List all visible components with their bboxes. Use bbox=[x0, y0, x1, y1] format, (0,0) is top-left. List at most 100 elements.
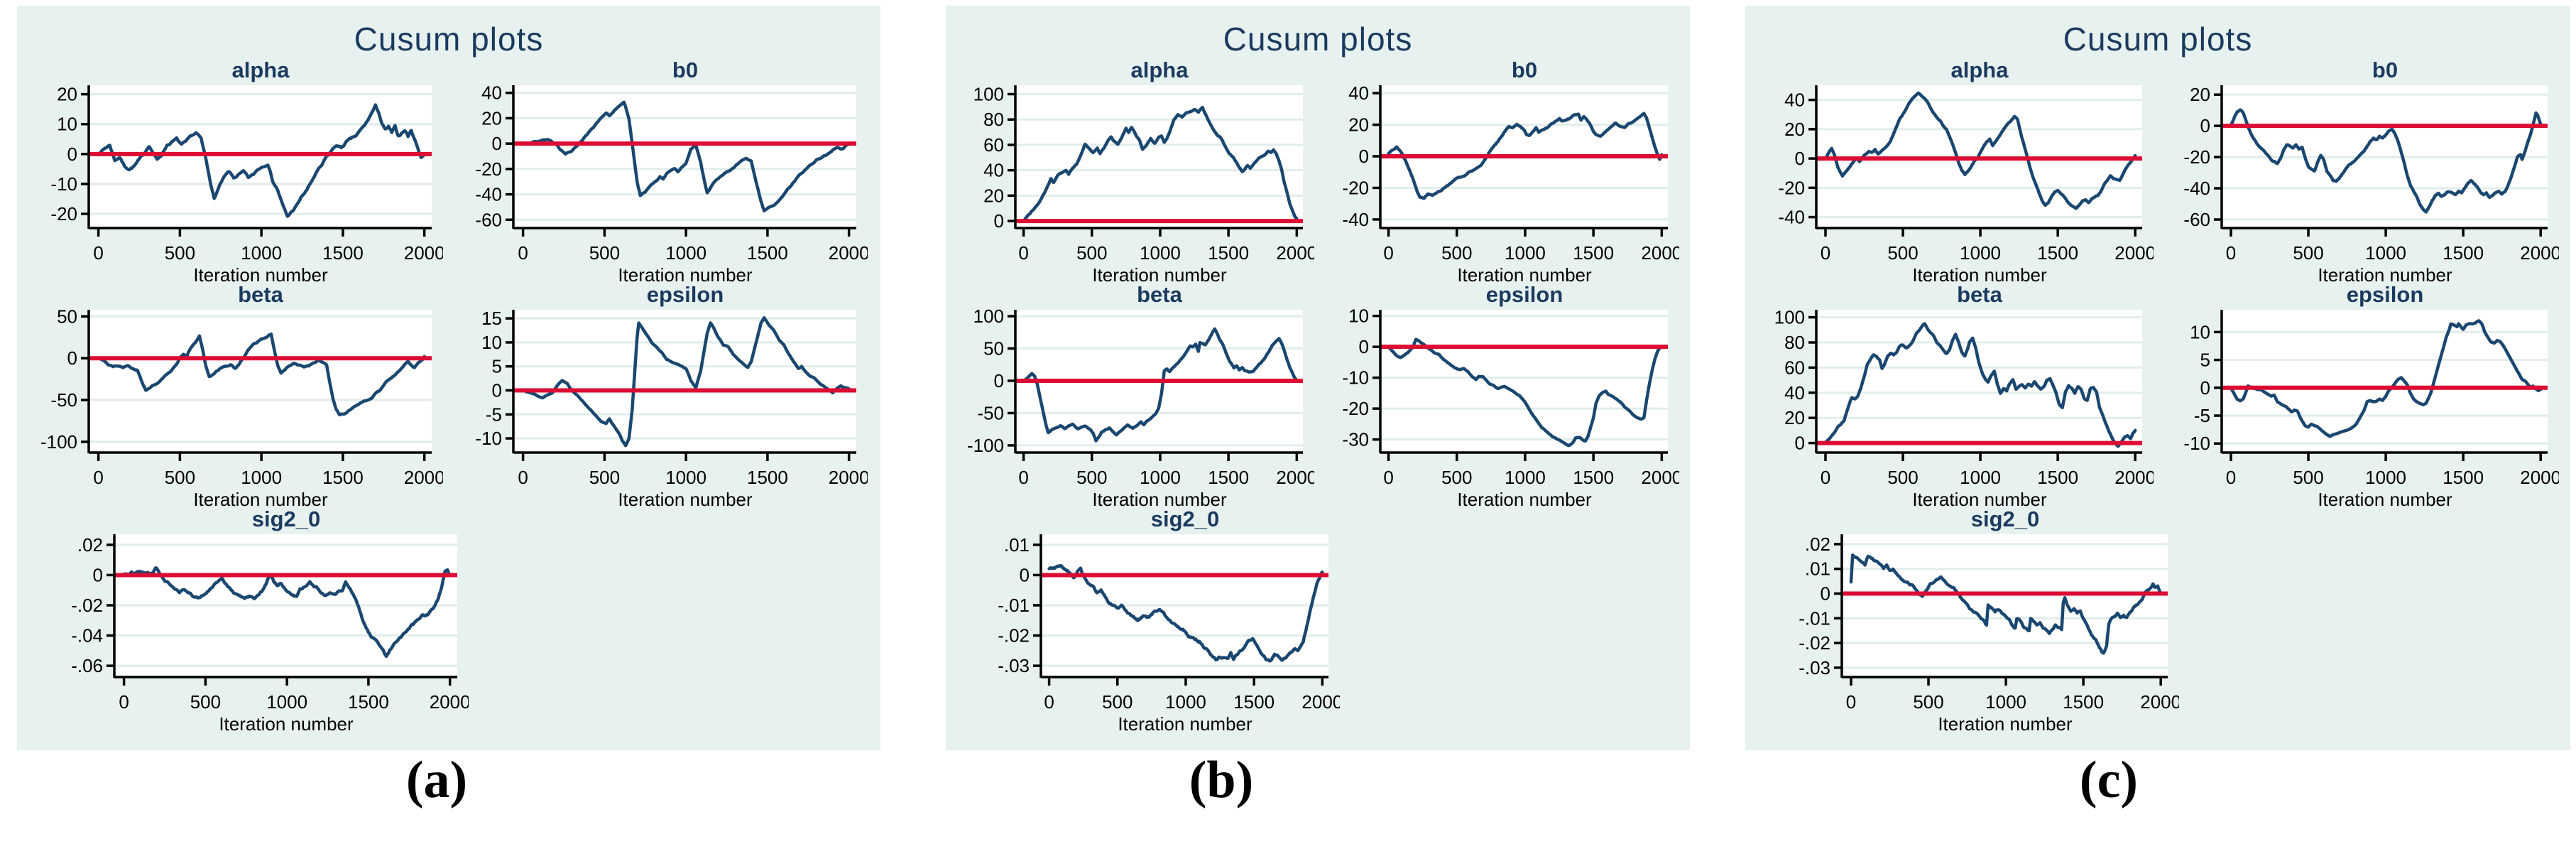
svg-text:-20: -20 bbox=[50, 203, 77, 224]
svg-text:1500: 1500 bbox=[1208, 242, 1249, 264]
svg-text:-.03: -.03 bbox=[1799, 657, 1830, 678]
subplot-c-epsilon: 10 5 0 -5 -10 0 500 1000 1500 2000 Iteration numbe… bbox=[2163, 282, 2561, 512]
svg-text:-20: -20 bbox=[475, 158, 502, 180]
caption-a: (a) bbox=[405, 751, 468, 809]
svg-text:epsilon: epsilon bbox=[647, 286, 724, 307]
svg-text:20: 20 bbox=[2190, 84, 2210, 105]
svg-text:1500: 1500 bbox=[2063, 691, 2104, 713]
svg-text:-20: -20 bbox=[1342, 398, 1369, 419]
svg-text:500: 500 bbox=[1441, 467, 1472, 488]
panel-b: Cusum plots 100 80 60 40 20 0 0 500 1000 1500 2000… bbox=[946, 6, 1690, 750]
svg-text:0: 0 bbox=[93, 242, 103, 264]
svg-text:500: 500 bbox=[1887, 242, 1918, 264]
subplot-b-b0: 40 20 0 -20 -40 0 500 1000 1500 2000 Iteration num… bbox=[1321, 58, 1682, 288]
svg-text:2000: 2000 bbox=[2114, 242, 2154, 264]
svg-text:Iteration number: Iteration number bbox=[1938, 713, 2073, 733]
panel-title: Cusum plots bbox=[354, 21, 544, 58]
svg-text:-60: -60 bbox=[475, 209, 502, 230]
svg-text:40: 40 bbox=[1784, 90, 1805, 111]
svg-text:1000: 1000 bbox=[1165, 691, 1206, 713]
subplot-c-alpha: 40 20 0 -20 -40 0 500 1000 1500 2000 Iteration num… bbox=[1757, 58, 2156, 288]
svg-text:sig2_0: sig2_0 bbox=[252, 510, 321, 531]
svg-text:0: 0 bbox=[67, 144, 77, 165]
svg-text:1500: 1500 bbox=[747, 242, 788, 264]
subplot-a-b0: 40 20 0 -20 -40 -60 0 500 1000 1500 2000 Iteration … bbox=[454, 58, 869, 288]
chart-b0: 20 0 -20 -40 -60 0 500 1000 1500 2000 Iteration nu… bbox=[2183, 58, 2561, 286]
svg-text:1500: 1500 bbox=[2443, 467, 2484, 488]
svg-text:2000: 2000 bbox=[2520, 467, 2559, 488]
svg-text:Iteration number: Iteration number bbox=[1118, 713, 1252, 733]
svg-text:500: 500 bbox=[165, 242, 195, 264]
svg-text:Iteration number: Iteration number bbox=[1092, 264, 1227, 284]
svg-text:100: 100 bbox=[973, 305, 1004, 327]
svg-text:0: 0 bbox=[1018, 467, 1028, 488]
svg-text:0: 0 bbox=[1820, 583, 1830, 604]
svg-text:0: 0 bbox=[994, 210, 1004, 232]
svg-text:-20: -20 bbox=[2183, 146, 2210, 168]
svg-text:80: 80 bbox=[1784, 332, 1805, 353]
svg-text:0: 0 bbox=[1359, 336, 1369, 357]
subplot-grid: 100 80 60 40 20 0 0 500 1000 1500 2000 Iteration nu… bbox=[946, 58, 1690, 737]
svg-text:1000: 1000 bbox=[665, 467, 706, 488]
subplot-b-sig2_0: .01 0 -.01 -.02 -.03 0 500 1000 1500 2000 Iteratio… bbox=[982, 507, 1343, 737]
svg-text:Iteration number: Iteration number bbox=[1912, 489, 2047, 509]
svg-text:500: 500 bbox=[2293, 467, 2323, 488]
svg-text:0: 0 bbox=[2225, 467, 2235, 488]
svg-text:1500: 1500 bbox=[1233, 691, 1275, 713]
svg-text:-40: -40 bbox=[475, 184, 502, 205]
svg-text:-30: -30 bbox=[1342, 429, 1369, 450]
subplot-grid: 40 20 0 -20 -40 0 500 1000 1500 2000 Iteration num… bbox=[1745, 58, 2570, 735]
svg-text:Iteration number: Iteration number bbox=[1457, 264, 1592, 284]
svg-text:.02: .02 bbox=[77, 534, 103, 556]
svg-text:2000: 2000 bbox=[1641, 242, 1679, 264]
svg-text:1000: 1000 bbox=[665, 242, 706, 264]
svg-text:-5: -5 bbox=[2193, 405, 2210, 426]
svg-text:0: 0 bbox=[518, 242, 528, 264]
svg-text:0: 0 bbox=[994, 370, 1004, 391]
subplot-b-beta: 100 50 0 -50 -100 0 500 1000 1500 2000 Iteration n… bbox=[956, 282, 1317, 512]
svg-text:1000: 1000 bbox=[1960, 467, 2001, 488]
svg-text:10: 10 bbox=[1348, 305, 1369, 327]
svg-text:40: 40 bbox=[983, 160, 1004, 181]
caption-c: (c) bbox=[2079, 751, 2139, 809]
svg-text:epsilon: epsilon bbox=[2346, 286, 2423, 307]
svg-text:-.01: -.01 bbox=[1799, 607, 1830, 629]
svg-text:1000: 1000 bbox=[1505, 242, 1546, 264]
svg-text:10: 10 bbox=[2190, 321, 2210, 342]
svg-text:20: 20 bbox=[481, 107, 502, 129]
subplot-b-epsilon: 10 0 -10 -20 -30 0 500 1000 1500 2000 Iteration nu… bbox=[1321, 282, 1682, 512]
svg-text:0: 0 bbox=[518, 467, 528, 488]
svg-text:1000: 1000 bbox=[2365, 467, 2406, 488]
svg-text:2000: 2000 bbox=[1301, 691, 1340, 713]
svg-text:500: 500 bbox=[1076, 242, 1107, 264]
svg-text:0: 0 bbox=[67, 347, 77, 369]
svg-text:1000: 1000 bbox=[241, 467, 282, 488]
svg-text:0: 0 bbox=[119, 691, 129, 713]
subplot-c-b0: 20 0 -20 -40 -60 0 500 1000 1500 2000 Iteration nu… bbox=[2163, 58, 2561, 288]
svg-text:1500: 1500 bbox=[1208, 467, 1249, 488]
chart-epsilon: 10 0 -10 -20 -30 0 500 1000 1500 2000 Iteration nu… bbox=[1342, 282, 1682, 510]
svg-text:100: 100 bbox=[1774, 307, 1804, 328]
svg-text:2000: 2000 bbox=[404, 467, 443, 488]
svg-text:-.02: -.02 bbox=[1799, 632, 1830, 654]
svg-text:0: 0 bbox=[93, 467, 103, 488]
svg-text:-10: -10 bbox=[2183, 433, 2210, 454]
svg-text:10: 10 bbox=[57, 114, 77, 135]
chart-sig2_0: .01 0 -.01 -.02 -.03 0 500 1000 1500 2000 Iteratio… bbox=[998, 507, 1343, 735]
panel-a: Cusum plots 20 10 0 -10 -20 0 500 1000 1500 2000 I… bbox=[17, 6, 880, 750]
svg-text:-.03: -.03 bbox=[998, 655, 1030, 676]
svg-text:500: 500 bbox=[165, 467, 195, 488]
svg-text:0: 0 bbox=[1794, 433, 1804, 454]
svg-text:2000: 2000 bbox=[1641, 467, 1679, 488]
svg-text:1000: 1000 bbox=[1140, 242, 1181, 264]
svg-text:-20: -20 bbox=[1778, 177, 1805, 198]
svg-text:Iteration number: Iteration number bbox=[1092, 489, 1227, 509]
svg-text:.01: .01 bbox=[1004, 534, 1030, 556]
svg-text:alpha: alpha bbox=[1950, 61, 2009, 82]
svg-text:1500: 1500 bbox=[747, 467, 788, 488]
svg-text:-.02: -.02 bbox=[71, 595, 103, 616]
